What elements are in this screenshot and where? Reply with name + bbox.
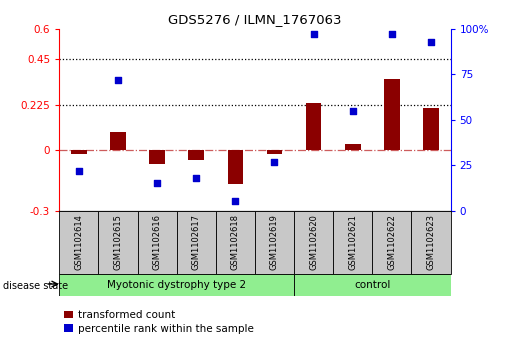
Text: GSM1102615: GSM1102615 bbox=[113, 215, 123, 270]
Point bbox=[192, 175, 200, 181]
Point bbox=[310, 32, 318, 37]
FancyBboxPatch shape bbox=[177, 211, 216, 274]
Point bbox=[388, 32, 396, 37]
Point bbox=[114, 77, 122, 83]
Point bbox=[349, 108, 357, 114]
Bar bbox=[384, 79, 400, 150]
FancyBboxPatch shape bbox=[411, 211, 451, 274]
Text: GSM1102617: GSM1102617 bbox=[192, 214, 201, 270]
Bar bbox=[188, 150, 204, 160]
Text: control: control bbox=[354, 280, 390, 290]
FancyBboxPatch shape bbox=[372, 211, 411, 274]
FancyBboxPatch shape bbox=[98, 211, 138, 274]
Bar bbox=[267, 150, 282, 154]
Text: GSM1102620: GSM1102620 bbox=[309, 215, 318, 270]
Text: GSM1102622: GSM1102622 bbox=[387, 215, 397, 270]
Bar bbox=[110, 132, 126, 150]
FancyBboxPatch shape bbox=[138, 211, 177, 274]
Text: GSM1102618: GSM1102618 bbox=[231, 214, 240, 270]
Text: GSM1102621: GSM1102621 bbox=[348, 215, 357, 270]
FancyBboxPatch shape bbox=[255, 211, 294, 274]
FancyBboxPatch shape bbox=[59, 211, 98, 274]
Text: GSM1102616: GSM1102616 bbox=[152, 214, 162, 270]
Bar bbox=[71, 150, 87, 154]
Bar bbox=[306, 103, 321, 150]
Bar bbox=[345, 144, 360, 150]
Bar bbox=[149, 150, 165, 164]
Title: GDS5276 / ILMN_1767063: GDS5276 / ILMN_1767063 bbox=[168, 13, 341, 26]
Point bbox=[427, 39, 435, 45]
FancyBboxPatch shape bbox=[333, 211, 372, 274]
Point bbox=[75, 168, 83, 174]
Point bbox=[270, 159, 279, 164]
Bar bbox=[228, 150, 243, 184]
Legend: transformed count, percentile rank within the sample: transformed count, percentile rank withi… bbox=[64, 310, 254, 334]
FancyBboxPatch shape bbox=[294, 274, 451, 296]
FancyBboxPatch shape bbox=[294, 211, 333, 274]
FancyBboxPatch shape bbox=[59, 274, 294, 296]
Point bbox=[153, 180, 161, 186]
Text: GSM1102623: GSM1102623 bbox=[426, 214, 436, 270]
Text: Myotonic dystrophy type 2: Myotonic dystrophy type 2 bbox=[107, 280, 246, 290]
Text: GSM1102619: GSM1102619 bbox=[270, 215, 279, 270]
Bar bbox=[423, 108, 439, 150]
Text: disease state: disease state bbox=[3, 281, 67, 291]
Text: GSM1102614: GSM1102614 bbox=[74, 215, 83, 270]
FancyBboxPatch shape bbox=[216, 211, 255, 274]
Point bbox=[231, 199, 239, 204]
